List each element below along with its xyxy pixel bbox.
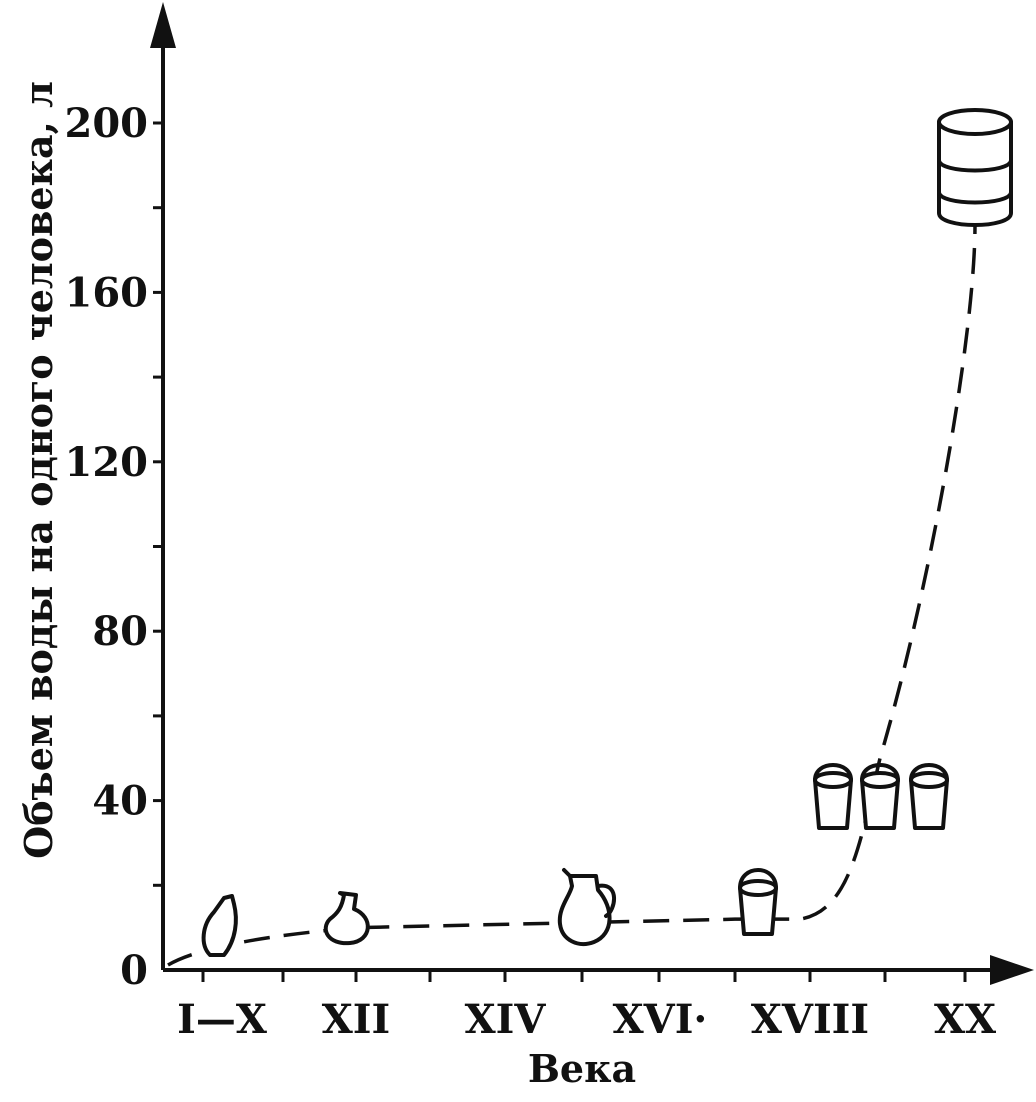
x-tick-labels: I—X XII XIV XVI· XVIII XX — [177, 996, 996, 1043]
x-tick-label: XX — [934, 996, 996, 1043]
vessel-icons — [201, 108, 1013, 957]
x-tick-label: XIV — [465, 996, 547, 1043]
bottle-icon — [201, 894, 238, 957]
flask-icon — [323, 891, 370, 946]
y-tick-label: 80 — [92, 608, 148, 655]
barrel-icon — [937, 108, 1013, 227]
x-ticks — [201, 968, 967, 982]
y-axis-arrow — [150, 2, 176, 48]
three-buckets-icon — [813, 763, 949, 830]
y-tick-label: 200 — [65, 100, 149, 147]
y-ticks — [153, 121, 165, 887]
series-line — [167, 224, 977, 967]
y-axis-title: Объем воды на одного человека, л — [16, 81, 61, 859]
jug-icon — [557, 868, 616, 946]
y-tick-label: 40 — [92, 778, 148, 825]
bucket-icon — [813, 763, 853, 830]
x-tick-label: XII — [322, 996, 390, 1043]
x-tick-label: I—X — [177, 996, 267, 1043]
y-tick-label: 160 — [65, 269, 149, 316]
bucket-icon — [860, 763, 900, 830]
x-tick-label: XVI· — [613, 996, 708, 1043]
x-axis-arrow — [990, 955, 1034, 985]
y-tick-labels: 0 40 80 120 160 200 — [65, 100, 149, 994]
y-tick-label: 120 — [65, 439, 149, 486]
x-tick-label: XVIII — [751, 996, 869, 1043]
x-axis-title: Века — [528, 1046, 636, 1091]
y-tick-label: 0 — [120, 947, 148, 994]
bucket-icon — [738, 868, 778, 936]
bucket-icon — [909, 763, 949, 830]
